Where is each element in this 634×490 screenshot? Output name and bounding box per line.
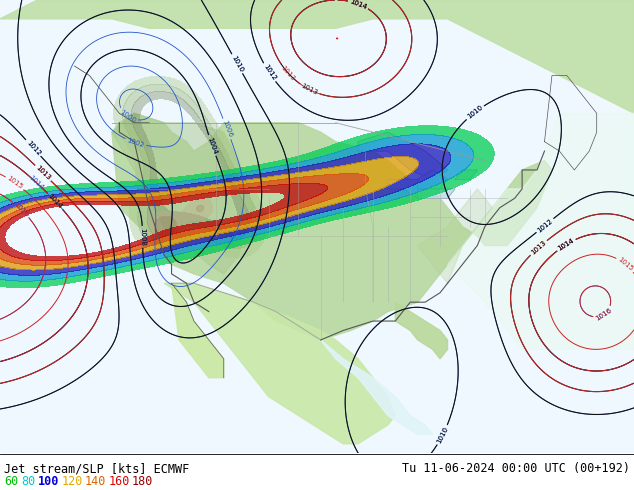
Text: Jet stream/SLP [kts] ECMWF: Jet stream/SLP [kts] ECMWF [4, 462, 190, 475]
Text: 1012: 1012 [262, 63, 276, 82]
Text: 1014: 1014 [557, 237, 575, 252]
Text: 1014: 1014 [349, 0, 368, 10]
Polygon shape [388, 179, 425, 198]
Text: 1010: 1010 [436, 426, 450, 444]
Polygon shape [0, 0, 634, 453]
Text: 1010: 1010 [230, 54, 244, 73]
Polygon shape [172, 283, 224, 378]
Text: 1013: 1013 [34, 165, 51, 181]
Text: 1014: 1014 [557, 237, 575, 252]
Text: 1004: 1004 [206, 136, 218, 155]
Polygon shape [0, 0, 634, 113]
Text: 1013: 1013 [530, 240, 547, 256]
Polygon shape [396, 302, 448, 359]
Text: 1014: 1014 [47, 193, 63, 210]
Text: 1006: 1006 [221, 120, 233, 138]
Text: 1015: 1015 [617, 256, 634, 272]
Text: 1010: 1010 [466, 104, 484, 120]
Text: 1016: 1016 [13, 201, 30, 218]
Text: 1013: 1013 [530, 240, 547, 256]
Text: 1008: 1008 [139, 228, 146, 246]
Text: 1016: 1016 [595, 307, 613, 322]
Polygon shape [358, 132, 448, 179]
Text: 1010: 1010 [436, 426, 450, 444]
Text: 100: 100 [38, 475, 60, 488]
Text: Tu 11-06-2024 00:00 UTC (00+192): Tu 11-06-2024 00:00 UTC (00+192) [402, 462, 630, 475]
Text: 180: 180 [132, 475, 153, 488]
Text: 160: 160 [108, 475, 130, 488]
Text: 1010: 1010 [230, 54, 244, 73]
Text: 1012: 1012 [25, 140, 41, 157]
Text: 1008: 1008 [139, 228, 146, 246]
Polygon shape [418, 189, 455, 198]
Polygon shape [448, 113, 634, 349]
Polygon shape [418, 170, 448, 198]
Polygon shape [112, 113, 552, 340]
Text: 1000: 1000 [119, 109, 137, 124]
Text: 1004: 1004 [206, 136, 218, 155]
Text: 1016: 1016 [595, 307, 613, 322]
Text: 1015: 1015 [6, 175, 24, 191]
Text: 1016: 1016 [13, 201, 30, 218]
Text: 1013: 1013 [300, 83, 319, 97]
Text: 1012: 1012 [536, 218, 553, 233]
Text: 1014: 1014 [27, 174, 44, 191]
Text: 60: 60 [4, 475, 18, 488]
Text: 80: 80 [21, 475, 36, 488]
Text: 1014: 1014 [47, 193, 63, 210]
Text: 1013: 1013 [34, 165, 51, 181]
Polygon shape [112, 113, 254, 274]
Text: 140: 140 [85, 475, 107, 488]
Polygon shape [455, 170, 477, 179]
Text: 120: 120 [61, 475, 83, 488]
Polygon shape [321, 340, 432, 434]
Text: 1013: 1013 [280, 64, 296, 82]
Text: 1012: 1012 [536, 218, 553, 233]
Text: 1012: 1012 [262, 63, 276, 82]
Text: 1014: 1014 [349, 0, 368, 10]
Text: 1012: 1012 [25, 140, 41, 157]
Polygon shape [164, 283, 396, 444]
Text: 1010: 1010 [466, 104, 484, 120]
Text: 1014: 1014 [349, 0, 368, 10]
Text: 1014: 1014 [557, 237, 575, 252]
Text: 1002: 1002 [126, 137, 145, 148]
Polygon shape [418, 189, 492, 283]
